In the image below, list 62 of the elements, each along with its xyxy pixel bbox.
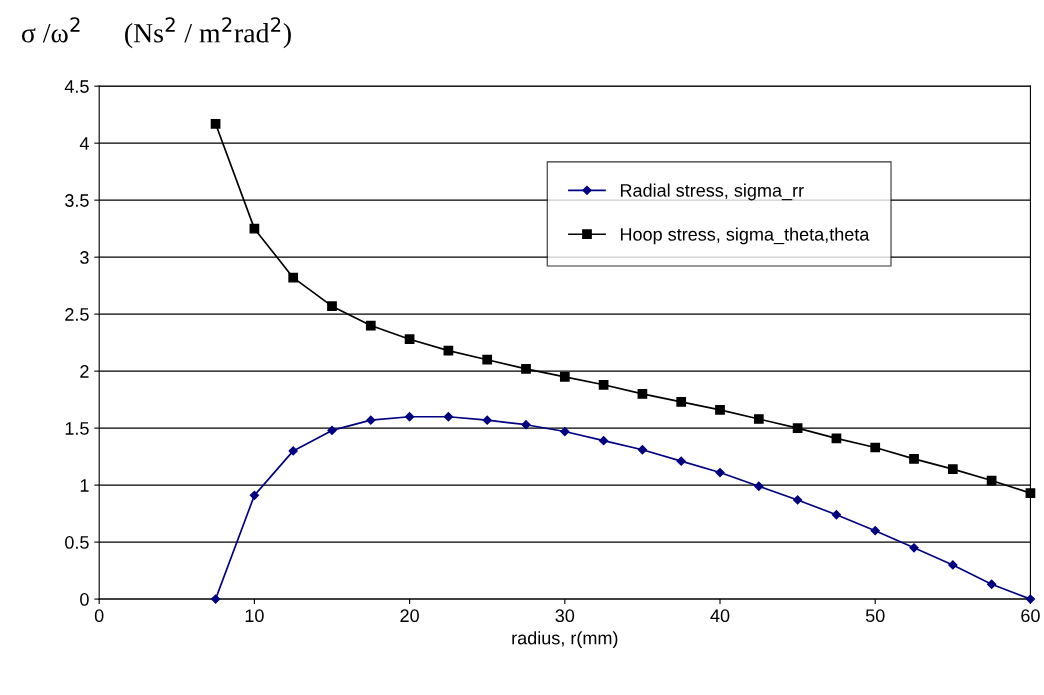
point xyxy=(715,467,725,478)
x-tick-label: 50 xyxy=(865,609,885,623)
point xyxy=(327,425,337,436)
x-tick-label: 60 xyxy=(1021,609,1040,623)
point xyxy=(404,412,415,422)
y-tick-label: 2.5 xyxy=(65,308,89,321)
point xyxy=(482,354,493,365)
point xyxy=(637,389,648,399)
x-tick-label: 10 xyxy=(245,609,264,623)
point xyxy=(365,320,376,331)
point xyxy=(948,560,958,570)
y-tick-label: 4.5 xyxy=(64,80,89,93)
point xyxy=(792,423,803,433)
point xyxy=(366,415,376,425)
point xyxy=(210,118,221,129)
point xyxy=(327,301,337,312)
point xyxy=(715,405,725,415)
point xyxy=(754,481,764,491)
y-tick-label: 1 xyxy=(80,479,89,492)
point xyxy=(870,442,881,453)
x-tick-label: 40 xyxy=(710,609,730,623)
point xyxy=(521,363,531,374)
legend-label: Radial stress, sigma_rr xyxy=(620,183,804,201)
point xyxy=(676,456,686,466)
point xyxy=(909,543,919,553)
point xyxy=(909,454,919,464)
point xyxy=(831,510,842,520)
text: σ /ω$^{2}$ (Ns$^{2}$ / m$^{2}$rad$^{2}$) xyxy=(21,17,291,49)
x-tick-label: 20 xyxy=(400,609,419,623)
point xyxy=(288,272,299,283)
point xyxy=(443,412,454,422)
x-tick-label: 0 xyxy=(94,609,104,623)
point xyxy=(598,436,609,446)
point xyxy=(598,379,609,390)
y-tick-label: 4 xyxy=(79,137,89,150)
point xyxy=(288,446,298,456)
x-axis-title: radius, r(mm) xyxy=(512,631,618,649)
point xyxy=(676,397,687,407)
point xyxy=(210,594,221,604)
point xyxy=(1025,488,1036,498)
point xyxy=(249,490,260,500)
point xyxy=(249,223,260,234)
point xyxy=(870,526,880,536)
point xyxy=(947,464,958,475)
y-tick-label: 1.5 xyxy=(65,422,89,435)
point xyxy=(987,579,997,589)
x-tick-label: 30 xyxy=(555,609,575,623)
point xyxy=(559,371,570,382)
y-tick-label: 2 xyxy=(80,365,89,378)
legend-label: Hoop stress, sigma_theta,theta xyxy=(620,227,870,245)
point xyxy=(753,414,764,424)
point xyxy=(792,495,803,505)
y-tick-label: 0.5 xyxy=(65,536,89,549)
point xyxy=(560,426,570,437)
point xyxy=(637,445,648,455)
point xyxy=(404,334,415,345)
y-tick-label: 3 xyxy=(80,251,89,264)
point xyxy=(1025,594,1036,604)
point xyxy=(521,420,531,430)
point xyxy=(482,415,492,425)
y-tick-label: 0 xyxy=(80,593,89,606)
y-tick-label: 3.5 xyxy=(65,194,89,207)
